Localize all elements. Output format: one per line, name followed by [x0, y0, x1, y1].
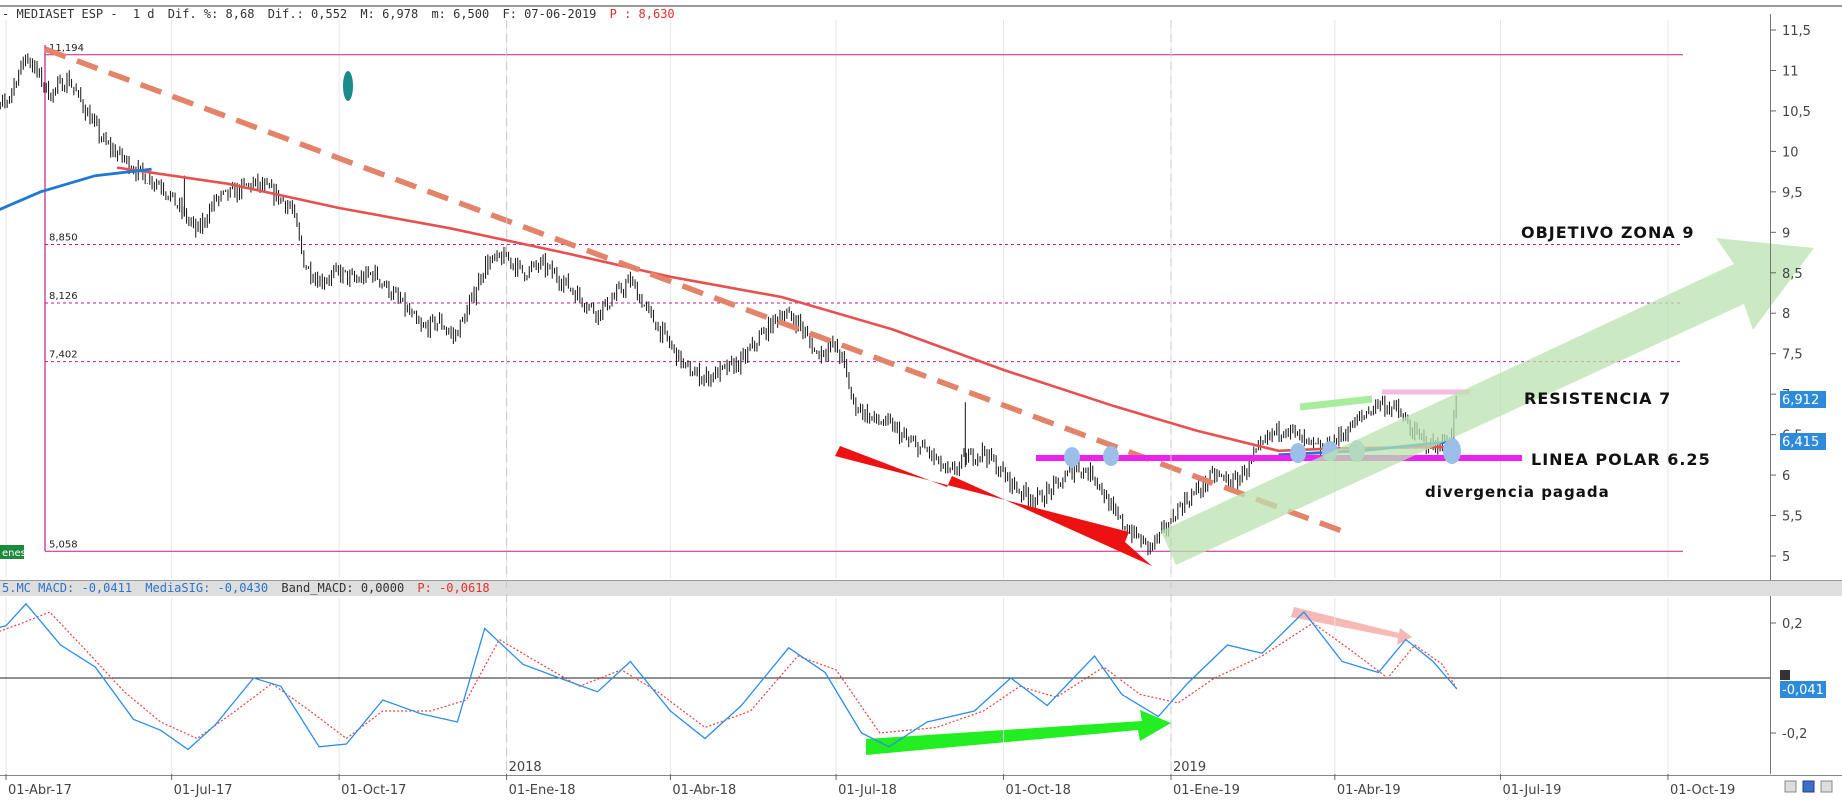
top-border	[0, 5, 1842, 7]
macd-y-axis: 0,2 -0,2	[1770, 617, 1807, 742]
year-label: 2019	[1173, 760, 1206, 775]
y-tick-label: 9,5	[1782, 186, 1803, 201]
window-icon[interactable]	[1784, 780, 1797, 793]
macd-zero-marker	[1780, 670, 1790, 680]
macd-tick-label: 0,2	[1782, 617, 1803, 632]
macd-header-band: Band_MACD: 0,0000	[281, 581, 404, 595]
x-tick-label: 01-Abr-17	[8, 783, 72, 798]
y-tick-label: 8,5	[1782, 267, 1803, 282]
y-tick-label: 5,5	[1782, 510, 1803, 525]
y-tick-label: 10,5	[1782, 105, 1811, 120]
green-target-arrow	[1161, 238, 1814, 565]
x-tick-label: 01-Oct-18	[1006, 783, 1071, 798]
print-icon[interactable]	[1820, 780, 1833, 793]
moving-average-short-early	[0, 167, 152, 211]
y-tick-label: 11	[1782, 64, 1799, 79]
save-icon[interactable]	[1802, 780, 1815, 793]
panel-divider	[0, 580, 1842, 581]
macd-header-bar	[0, 580, 1842, 596]
y-tick-label: 6	[1782, 469, 1790, 484]
header-close: F: 07-06-2019	[502, 7, 596, 21]
header-dif: Dif.: 0,552	[268, 7, 347, 21]
price-header: - MEDIASET ESP - 1 d Dif. %: 8,68 Dif.: …	[2, 7, 675, 21]
annotation-divergencia: divergencia pagada	[1425, 483, 1610, 501]
green-divergence-arrow	[866, 710, 1171, 755]
pink-divergence-arrow	[1291, 607, 1412, 645]
ma-value-badge: 6,415	[1780, 433, 1826, 450]
price-axis-line	[1770, 14, 1771, 580]
level-label: 5,058	[49, 539, 78, 550]
x-tick-label: 01-Ene-19	[1173, 783, 1240, 798]
y-tick-label: 8	[1782, 307, 1790, 322]
level-label: 11,194	[49, 43, 84, 54]
header-max: M: 6,978	[360, 7, 418, 21]
header-ticker: - MEDIASET ESP -	[2, 7, 118, 21]
downtrend-dashed-line	[44, 46, 1343, 534]
macd-value-badge: -0,041	[1780, 681, 1826, 698]
x-tick-label: 01-Oct-17	[341, 783, 406, 798]
y-tick-label: 9	[1782, 226, 1790, 241]
macd-header-name: 5.MC MACD: -0,0411	[2, 581, 132, 595]
last-price-badge: 6,912	[1780, 391, 1826, 408]
price-levels: 11,194 8,850 8,126 7,402 5,058	[45, 43, 1683, 552]
red-down-arrow	[835, 446, 1152, 566]
y-tick-label: 7,5	[1782, 348, 1803, 363]
macd-header: 5.MC MACD: -0,0411 MediaSIG: -0,0430 Ban…	[2, 581, 490, 595]
macd-axis-line	[1770, 596, 1771, 774]
x-tick-label: 01-Abr-19	[1337, 783, 1401, 798]
year-labels: 2018 2019	[506, 20, 1206, 775]
x-tick-label: 01-Jul-18	[838, 783, 897, 798]
macd-header-signal: MediaSIG: -0,0430	[145, 581, 268, 595]
header-period: 1 d	[133, 7, 155, 21]
macd-tick-label: -0,2	[1782, 727, 1807, 742]
touch-point	[1064, 447, 1080, 467]
x-tick-label: 01-Oct-19	[1670, 783, 1735, 798]
annotation-resistencia: RESISTENCIA 7	[1524, 389, 1671, 408]
macd-line	[0, 602, 1458, 751]
left-tag	[0, 545, 24, 559]
marker-ellipse	[343, 71, 353, 101]
x-axis: 01-Abr-17 01-Jul-17 01-Oct-17 01-Ene-18 01-A…	[5, 774, 1735, 798]
annotation-linea-polar: LINEA POLAR 6.25	[1531, 450, 1711, 469]
level-label: 8,850	[49, 232, 78, 243]
x-axis-line	[0, 775, 1842, 776]
year-label: 2018	[509, 760, 542, 775]
touch-point	[1443, 438, 1461, 464]
header-min: m: 6,500	[431, 7, 489, 21]
last-price-value: 6,912	[1782, 393, 1819, 408]
header-dif-pct: Dif. %: 8,68	[168, 7, 255, 21]
bottom-toolbar	[1784, 780, 1833, 793]
header-price: P : 8,630	[610, 7, 675, 21]
macd-current-value: -0,041	[1782, 683, 1824, 698]
level-label: 8,126	[49, 291, 78, 302]
touch-point	[1290, 443, 1306, 463]
resistance-green-mark	[1299, 395, 1373, 411]
x-tick-label: 01-Jul-17	[174, 783, 233, 798]
annotation-objetivo: OBJETIVO ZONA 9	[1521, 223, 1695, 242]
y-tick-label: 11,5	[1782, 24, 1811, 39]
y-tick-label: 10	[1782, 145, 1799, 160]
touch-point	[1103, 446, 1119, 466]
macd-header-p: P: -0,0618	[417, 581, 489, 595]
ma-value: 6,415	[1782, 435, 1819, 450]
x-tick-label: 01-Jul-19	[1502, 783, 1561, 798]
x-tick-label: 01-Ene-18	[509, 783, 576, 798]
level-label: 7,402	[49, 350, 78, 361]
y-tick-label: 5	[1782, 550, 1790, 565]
moving-average-long	[116, 166, 1457, 453]
x-tick-label: 01-Abr-18	[672, 783, 736, 798]
left-tag-text: enes	[2, 548, 26, 559]
price-bars	[0, 53, 1457, 556]
